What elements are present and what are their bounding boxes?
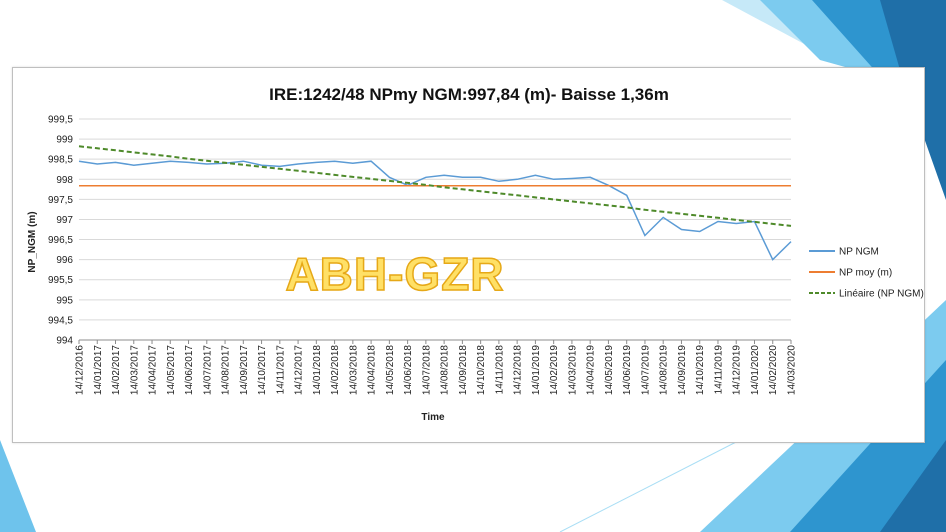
- x-tick-label: 14/05/2018: [385, 345, 396, 395]
- x-tick-label: 14/07/2017: [202, 345, 213, 395]
- x-tick-label: 14/08/2018: [440, 345, 451, 395]
- x-tick-label: 14/10/2018: [476, 345, 487, 395]
- x-tick-label: 14/09/2019: [677, 345, 688, 395]
- x-tick-label: 14/03/2017: [129, 345, 140, 395]
- x-tick-label: 14/11/2018: [494, 345, 505, 395]
- y-tick-label: 997: [56, 215, 73, 226]
- gridlines: [78, 118, 792, 344]
- deco-pale-triangle-left: [0, 440, 36, 532]
- x-tick-label: 14/02/2020: [768, 345, 779, 395]
- x-tick-label: 14/01/2020: [750, 345, 761, 395]
- x-tick-label: 14/06/2018: [403, 345, 414, 395]
- x-tick-label: 14/07/2018: [421, 345, 432, 395]
- y-tick-label: 994: [56, 336, 73, 347]
- x-tick-label: 14/01/2018: [312, 345, 323, 395]
- x-tick-label: 14/03/2019: [567, 345, 578, 395]
- x-tick-label: 14/08/2019: [659, 345, 670, 395]
- x-tick-label: 14/06/2019: [622, 345, 633, 395]
- legend-label-0: NP NGM: [839, 247, 879, 258]
- legend: NP NGM NP moy (m) Linéaire (NP NGM): [809, 247, 924, 300]
- x-tick-label: 14/03/2018: [348, 345, 359, 395]
- chart-frame: IRE:1242/48 NPmy NGM:997,84 (m)- Baisse …: [12, 67, 925, 443]
- y-axis-title: NP_NGM (m): [27, 211, 38, 272]
- deco-line-bottom: [559, 439, 741, 532]
- x-tick-label: 14/04/2019: [586, 345, 597, 395]
- x-tick-label: 14/04/2018: [367, 345, 378, 395]
- y-tick-label: 994,5: [48, 315, 73, 326]
- series-line-0: [78, 160, 792, 261]
- x-tick-labels: 14/12/2016 14/01/2017 14/02/2017 14/03/2017…: [75, 345, 798, 395]
- x-tick-label: 14/01/2017: [93, 345, 104, 395]
- x-tick-label: 14/12/2018: [513, 345, 524, 395]
- y-tick-label: 999,5: [48, 115, 73, 126]
- deco-dark-triangle-bottom: [880, 440, 946, 532]
- y-tick-label: 997,5: [48, 195, 73, 206]
- x-axis-title: Time: [421, 412, 445, 423]
- x-tick-label: 14/05/2019: [604, 345, 615, 395]
- x-tick-label: 14/10/2017: [257, 345, 268, 395]
- x-tick-label: 14/06/2017: [184, 345, 195, 395]
- x-tick-label: 14/05/2017: [166, 345, 177, 395]
- x-tick-label: 14/02/2017: [111, 345, 122, 395]
- x-tick-label: 14/12/2017: [294, 345, 305, 395]
- legend-label-1: NP moy (m): [839, 268, 892, 279]
- x-tick-label: 14/02/2018: [330, 345, 341, 395]
- x-tick-label: 14/03/2020: [787, 345, 798, 395]
- chart-svg: IRE:1242/48 NPmy NGM:997,84 (m)- Baisse …: [27, 85, 924, 423]
- y-tick-labels: 994 994,5 995 995,5 996 996,5 997 997,5 998 998,5…: [48, 115, 73, 347]
- y-tick-label: 996,5: [48, 235, 73, 246]
- x-tick-label: 14/09/2017: [239, 345, 250, 395]
- series-layer: [78, 145, 792, 261]
- x-tick-label: 14/04/2017: [148, 345, 159, 395]
- y-tick-label: 998,5: [48, 155, 73, 166]
- x-tick-label: 14/07/2019: [640, 345, 651, 395]
- x-tick-label: 14/08/2017: [221, 345, 232, 395]
- y-tick-label: 998: [56, 175, 73, 186]
- x-tick-label: 14/09/2018: [458, 345, 469, 395]
- chart-title: IRE:1242/48 NPmy NGM:997,84 (m)- Baisse …: [269, 85, 669, 104]
- y-tick-label: 996: [56, 255, 73, 266]
- x-tick-label: 14/12/2016: [75, 345, 86, 395]
- x-tick-label: 14/02/2019: [549, 345, 560, 395]
- x-tick-label: 14/12/2019: [732, 345, 743, 395]
- y-tick-label: 999: [56, 135, 73, 146]
- y-tick-label: 995,5: [48, 275, 73, 286]
- legend-label-2: Linéaire (NP NGM): [839, 289, 924, 300]
- watermark-logo-text: ABH-GZR: [285, 248, 504, 300]
- x-tick-label: 14/11/2019: [713, 345, 724, 395]
- y-tick-label: 995: [56, 295, 73, 306]
- x-tick-label: 14/01/2019: [531, 345, 542, 395]
- x-tick-label: 14/11/2017: [275, 345, 286, 395]
- x-tick-label: 14/10/2019: [695, 345, 706, 395]
